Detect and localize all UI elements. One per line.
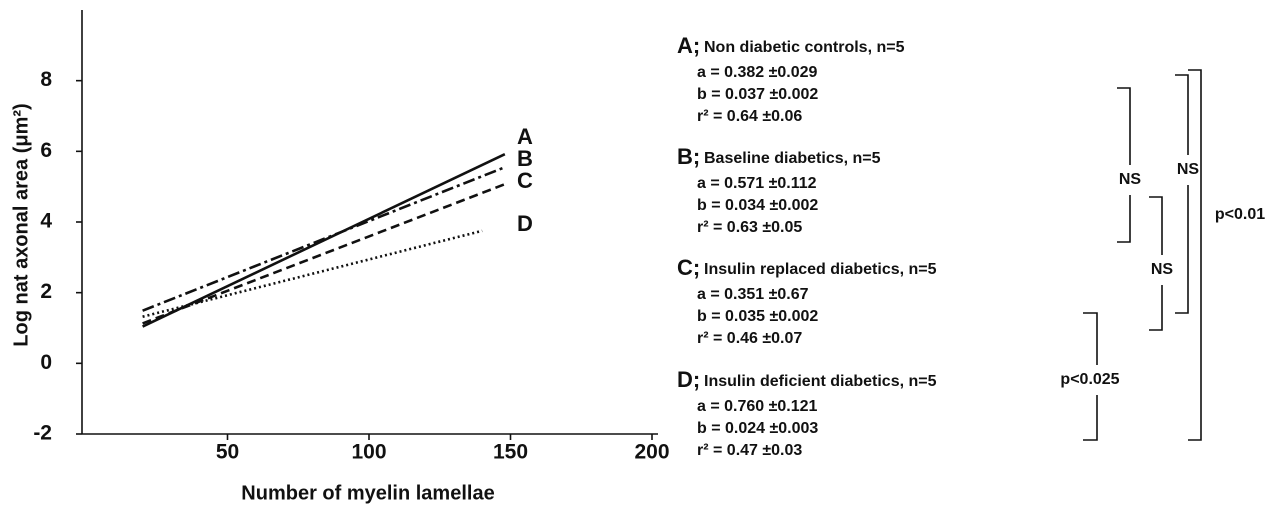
comparison-bracket	[1149, 196, 1163, 331]
group-stat: b = 0.024 ±0.003	[697, 420, 818, 437]
y-tick-label: 2	[40, 280, 52, 303]
x-axis-label: Number of myelin lamellae	[241, 482, 494, 504]
group-stat: r² = 0.47 ±0.03	[697, 442, 802, 459]
group-stat: r² = 0.64 ±0.06	[697, 108, 802, 125]
series-line	[142, 166, 506, 312]
y-tick-label: -2	[33, 422, 52, 445]
group-stat: r² = 0.63 ±0.05	[697, 219, 802, 236]
group-letter: A;	[677, 33, 700, 58]
series-line	[142, 229, 483, 318]
group-stat: b = 0.035 ±0.002	[697, 308, 818, 325]
series-line	[142, 182, 506, 325]
x-tick-label: 200	[634, 441, 669, 464]
group-title: Baseline diabetics, n=5	[704, 150, 881, 167]
group-stat: a = 0.571 ±0.112	[697, 175, 817, 192]
x-tick-label: 50	[216, 441, 239, 464]
group-stat: b = 0.034 ±0.002	[697, 197, 818, 214]
group-stat: b = 0.037 ±0.002	[697, 86, 818, 103]
group-stat: a = 0.760 ±0.121	[697, 398, 818, 415]
y-tick-label: 4	[40, 210, 52, 233]
series-label: C	[517, 168, 533, 193]
comparison-label: p<0.01	[1215, 206, 1265, 223]
comparison-label: NS	[1177, 161, 1200, 178]
comparison-label: p<0.025	[1060, 371, 1119, 388]
y-tick-label: 0	[40, 351, 52, 374]
series-label: D	[517, 211, 533, 236]
x-tick-label: 150	[493, 441, 528, 464]
y-tick-label: 6	[40, 139, 52, 162]
group-stat: a = 0.351 ±0.67	[697, 286, 809, 303]
comparison-bracket	[1188, 69, 1202, 441]
comparison-bracket	[1175, 74, 1189, 314]
comparison-bracket	[1083, 312, 1098, 441]
y-axis-label: Log nat axonal area (μm²)	[10, 103, 32, 346]
series-line	[142, 152, 506, 328]
group-letter: B;	[677, 144, 700, 169]
group-stat: r² = 0.46 ±0.07	[697, 330, 802, 347]
group-letter: C;	[677, 255, 700, 280]
group-stat: a = 0.382 ±0.029	[697, 64, 818, 81]
group-title: Insulin deficient diabetics, n=5	[704, 373, 937, 390]
y-tick-label: 8	[40, 68, 52, 91]
comparison-label: NS	[1119, 171, 1142, 188]
group-letter: D;	[677, 367, 700, 392]
comparison-label: NS	[1151, 261, 1174, 278]
group-title: Non diabetic controls, n=5	[704, 39, 905, 56]
series-label: A	[517, 124, 533, 149]
series-label: B	[517, 146, 533, 171]
comparison-bracket	[1117, 87, 1131, 243]
x-tick-label: 100	[351, 441, 386, 464]
group-title: Insulin replaced diabetics, n=5	[704, 261, 937, 278]
